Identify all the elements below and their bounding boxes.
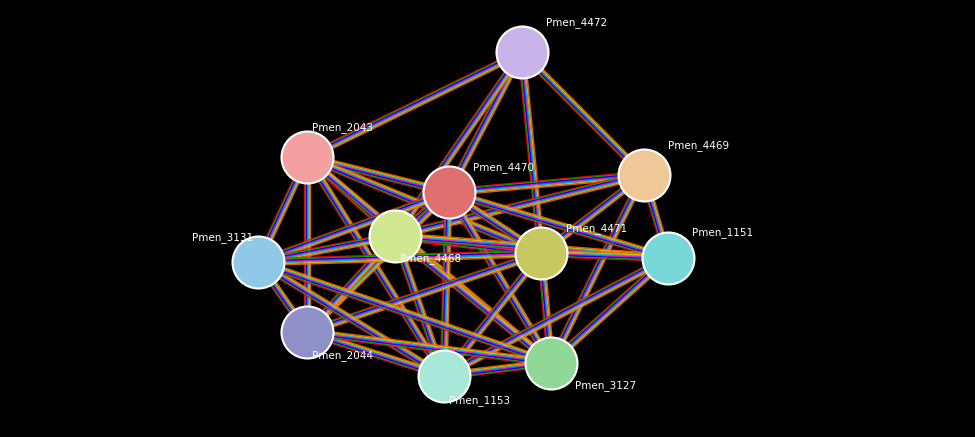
Point bbox=[514, 49, 529, 56]
Point bbox=[299, 154, 315, 161]
Text: Pmen_4468: Pmen_4468 bbox=[400, 253, 461, 264]
Text: Pmen_1153: Pmen_1153 bbox=[448, 395, 510, 406]
Text: Pmen_1151: Pmen_1151 bbox=[692, 227, 754, 238]
Point bbox=[636, 171, 651, 178]
Text: Pmen_3131: Pmen_3131 bbox=[192, 232, 254, 243]
Text: Pmen_4469: Pmen_4469 bbox=[668, 140, 729, 151]
Point bbox=[533, 250, 549, 257]
Point bbox=[543, 359, 559, 366]
Text: Pmen_4471: Pmen_4471 bbox=[566, 223, 627, 234]
Point bbox=[387, 232, 403, 239]
Point bbox=[436, 372, 451, 379]
Text: Pmen_4472: Pmen_4472 bbox=[546, 17, 607, 28]
Text: Pmen_2043: Pmen_2043 bbox=[312, 122, 373, 133]
Text: Pmen_3127: Pmen_3127 bbox=[575, 380, 637, 391]
Text: Pmen_2044: Pmen_2044 bbox=[312, 350, 373, 361]
Text: Pmen_4470: Pmen_4470 bbox=[473, 162, 534, 173]
Point bbox=[441, 189, 456, 196]
Point bbox=[299, 329, 315, 336]
Point bbox=[251, 259, 266, 266]
Point bbox=[660, 254, 676, 261]
